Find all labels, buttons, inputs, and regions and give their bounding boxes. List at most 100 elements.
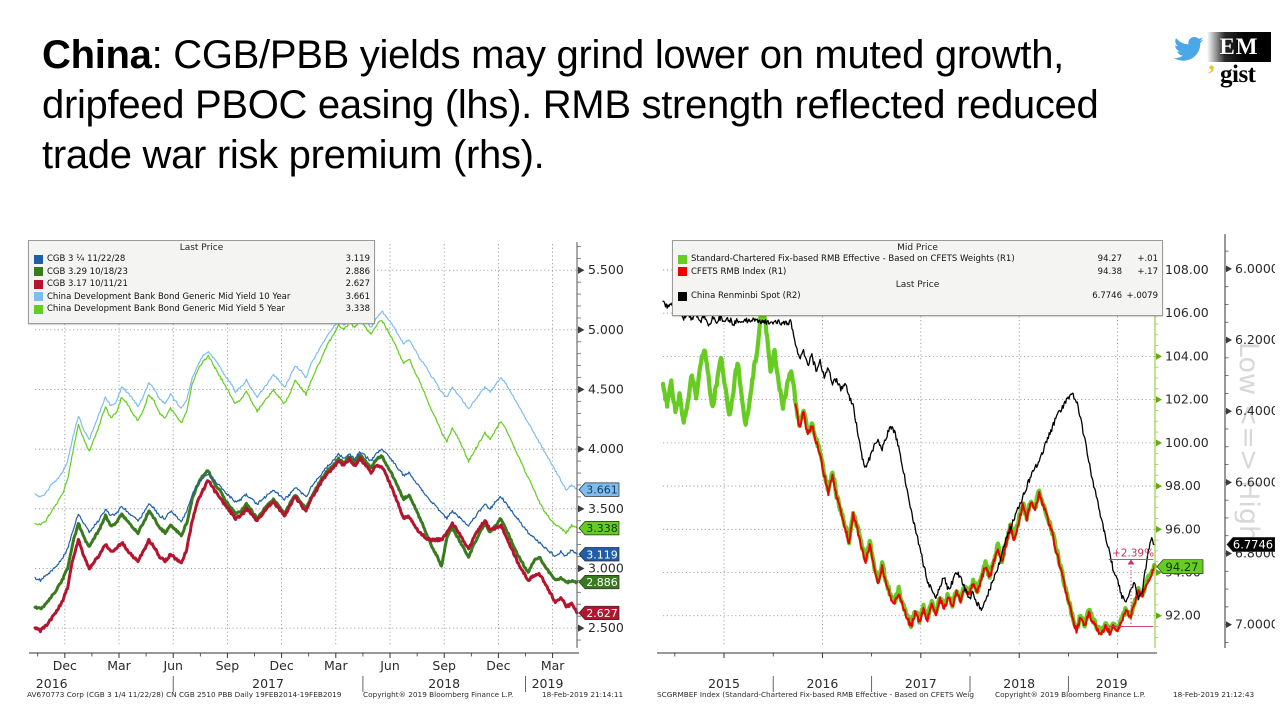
legend-color-swatch — [678, 291, 687, 301]
r2-axis-tick-arrow — [1226, 336, 1232, 344]
legend-item[interactable]: China Development Bank Bond Generic Mid … — [29, 303, 374, 316]
legend-color-swatch — [34, 304, 43, 314]
left-chart-legend: Last Price CGB 3 ¼ 11/22/28 3.119 CGB 3.29… — [28, 240, 375, 324]
price-tag[interactable] — [578, 605, 620, 621]
right-footer-ticker: SCGRMBEF Index (Standard-Chartered Fix-b… — [657, 690, 974, 699]
legend-series-value: 94.27 — [1097, 254, 1122, 265]
r1-axis-tick-arrow — [1156, 352, 1162, 360]
r1-axis-tick-label: 98.00 — [1165, 478, 1201, 493]
left-footer-ticker: AV670773 Corp (CGB 3 1/4 11/22/28) CN CG… — [27, 690, 342, 699]
legend-series-value: 6.7746 — [1092, 291, 1122, 302]
y-axis-tick-label: 5.000 — [588, 322, 624, 337]
series-line[interactable] — [34, 317, 578, 535]
r1-axis-tick-arrow — [1156, 396, 1162, 404]
r2-axis-tick-label: 6.2000 — [1235, 332, 1275, 347]
legend-item[interactable]: CGB 3 ¼ 11/22/28 3.119 — [29, 253, 374, 266]
price-tag[interactable] — [578, 547, 620, 562]
right-footer-copyright: Copyright® 2019 Bloomberg Finance L.P. — [995, 690, 1146, 699]
x-axis-year-label: 2019 — [532, 676, 564, 691]
r1-axis-tick-label: 106.00 — [1165, 305, 1209, 320]
legend-series-value: 3.119 — [345, 254, 370, 265]
legend-rows: CGB 3 ¼ 11/22/28 3.119 CGB 3.29 10/18/23 2.… — [29, 253, 374, 316]
legend-item[interactable]: China Development Bank Bond Generic Mid … — [29, 291, 374, 304]
price-tag[interactable] — [578, 521, 620, 536]
twitter-bird-icon — [1174, 36, 1204, 61]
annotation-label: +2.39% — [1112, 548, 1154, 560]
y-axis-tick-label: 3.500 — [588, 501, 624, 516]
x-axis-tick-label: Dec — [53, 658, 77, 673]
legend-title-last-price: Last Price — [895, 280, 940, 290]
x-axis-year-label: 2018 — [428, 676, 460, 691]
right-chart-legend: Mid Price Standard-Chartered Fix-based R… — [672, 240, 1163, 316]
series-line[interactable] — [34, 448, 578, 583]
x-axis-tick-label: Jun — [379, 658, 400, 673]
r2-axis-tick-arrow — [1226, 265, 1232, 273]
legend-rows-last: China Renminbi Spot (R2) 6.7746 +.0079 — [673, 290, 1162, 303]
legend-series-change: +.0079 — [1126, 291, 1158, 302]
y-axis-tick-arrow — [578, 564, 585, 573]
price-tag[interactable] — [578, 482, 620, 497]
annotation-arrow — [1127, 559, 1135, 565]
legend-item[interactable]: CGB 3.17 10/11/21 2.627 — [29, 278, 374, 291]
x-axis-year-label: 2015 — [708, 676, 740, 691]
y-axis-tick-arrow — [578, 266, 585, 274]
page-title-rest: : CGB/PBB yields may grind lower on mute… — [42, 33, 1099, 177]
price-tag-label: 6.7746 — [1233, 538, 1273, 552]
legend-color-swatch — [34, 279, 43, 289]
r1-axis-tick-label: 100.00 — [1165, 435, 1209, 450]
x-axis-year-label: 2019 — [1096, 676, 1128, 691]
r2-axis-tick-label: 6.6000 — [1235, 474, 1275, 489]
legend-item[interactable]: CGB 3.29 10/18/23 2.886 — [29, 266, 374, 279]
price-tag-label: 2.627 — [586, 607, 618, 620]
left-footer-timestamp: 18-Feb-2019 21:14:11 — [542, 690, 624, 699]
legend-item[interactable]: Standard-Chartered Fix-based RMB Effecti… — [673, 253, 1162, 266]
price-tag-label: 2.886 — [586, 576, 618, 589]
legend-title-last-price: Last Price — [179, 243, 224, 253]
y-axis-tick-label: 4.000 — [588, 441, 624, 456]
series-line[interactable] — [33, 455, 579, 634]
price-tag-label: 94.27 — [1166, 560, 1199, 574]
r2-axis-tick-arrow — [1226, 478, 1232, 486]
y-axis-tick-label: 5.500 — [588, 262, 624, 277]
x-axis-year-label: 2016 — [36, 676, 68, 691]
r1-axis-tick-label: 104.00 — [1165, 348, 1209, 363]
series-line[interactable] — [662, 300, 1156, 612]
x-axis-tick-label: Mar — [324, 658, 348, 673]
series-line[interactable] — [794, 403, 1156, 636]
legend-item[interactable]: China Renminbi Spot (R2) 6.7746 +.0079 — [673, 290, 1162, 303]
gist-text: gist — [1220, 61, 1256, 88]
x-axis-tick-label: Sep — [216, 658, 240, 673]
y-axis-tick-arrow — [578, 624, 585, 632]
legend-series-value: 2.627 — [345, 279, 370, 290]
r1-axis-tick-arrow — [1156, 612, 1162, 620]
r1-axis-tick-arrow — [1156, 569, 1162, 576]
price-tag-label: 3.661 — [586, 484, 618, 497]
legend-color-swatch — [34, 254, 43, 264]
r1-axis-tick-label: 96.00 — [1165, 521, 1201, 536]
r1-axis-tick-arrow — [1156, 439, 1162, 447]
legend-series-name: CGB 3 ¼ 11/22/28 — [47, 254, 126, 265]
price-tag[interactable] — [1156, 559, 1204, 575]
legend-color-swatch — [34, 267, 43, 277]
legend-item[interactable]: CFETS RMB Index (R1) 94.38 +.17 — [673, 266, 1162, 279]
legend-series-change: +.01 — [1137, 254, 1158, 265]
legend-series-name: China Development Bank Bond Generic Mid … — [47, 304, 285, 315]
price-tag[interactable] — [578, 574, 620, 590]
x-axis-tick-label: Dec — [486, 658, 510, 673]
legend-series-value: 3.661 — [345, 291, 370, 302]
legend-series-name: CGB 3.17 10/11/21 — [47, 279, 128, 290]
legend-series-name: Standard-Chartered Fix-based RMB Effecti… — [691, 254, 1015, 265]
x-axis-year-label: 2017 — [905, 676, 937, 691]
r2-axis-tick-arrow — [1226, 550, 1232, 557]
price-tag-label: 3.338 — [586, 522, 618, 535]
price-tag[interactable] — [1226, 537, 1275, 552]
legend-color-swatch — [678, 254, 687, 264]
legend-title-mid-price: Mid Price — [897, 243, 938, 253]
price-tag-label: 3.119 — [586, 548, 618, 561]
left-footer-copyright: Copyright® 2019 Bloomberg Finance L.P. — [363, 690, 514, 699]
x-axis-tick-label: Mar — [107, 658, 131, 673]
legend-color-swatch — [34, 292, 43, 302]
apostrophe-glyph: ’ — [1207, 60, 1216, 89]
legend-series-name: CFETS RMB Index (R1) — [691, 266, 787, 277]
series-line[interactable] — [34, 310, 578, 498]
